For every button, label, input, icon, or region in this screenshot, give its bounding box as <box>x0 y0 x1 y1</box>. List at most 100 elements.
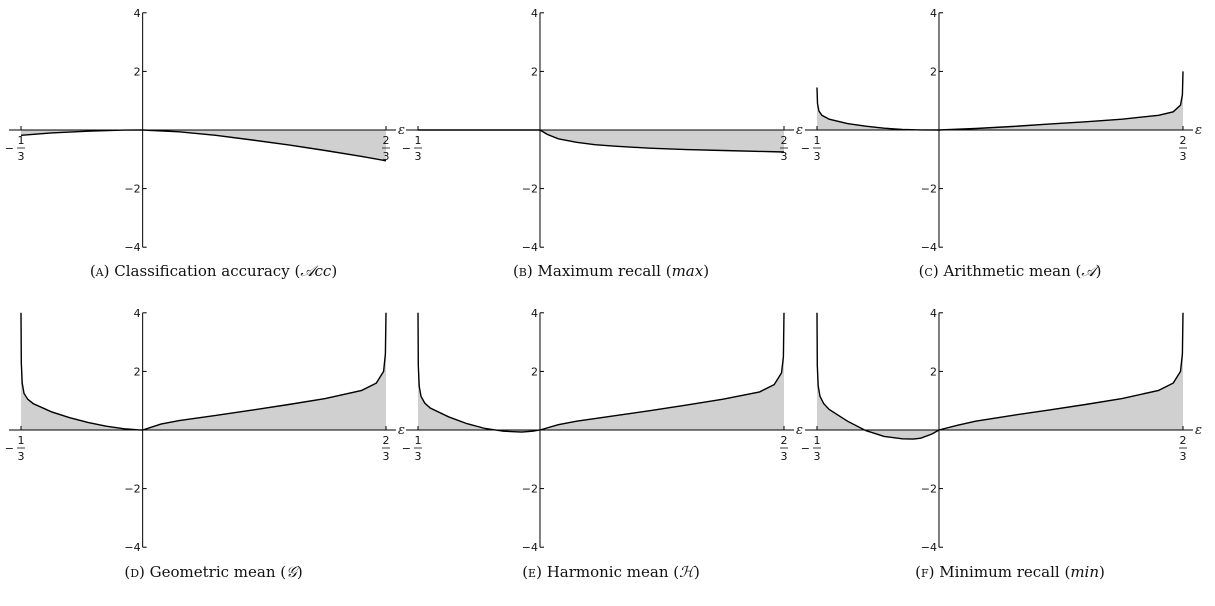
caption-label-close: ) Minimum recall ( <box>929 563 1071 581</box>
x-tick-denominator: 3 <box>781 150 788 163</box>
x-tick-label: 23 <box>780 434 788 463</box>
caption-close: ) <box>331 262 337 280</box>
caption-label: ( <box>915 563 921 581</box>
caption-close: ) <box>297 563 303 581</box>
caption-letter: F <box>921 567 929 580</box>
y-tick-label: −4 <box>921 241 937 254</box>
caption-label: ( <box>90 262 96 280</box>
caption-letter: A <box>95 266 105 279</box>
y-tick-label: −2 <box>921 483 937 496</box>
x-tick-denominator: 3 <box>383 450 390 463</box>
series-line <box>816 312 1184 440</box>
x-tick-label: 1 3− <box>5 434 25 463</box>
x-axis-label: ε <box>796 423 803 438</box>
x-tick-label: 23 <box>780 134 788 163</box>
series-line <box>418 129 785 153</box>
x-tick-denominator: 3 <box>1180 450 1187 463</box>
caption-label-close: ) Harmonic mean ( <box>536 563 679 581</box>
y-tick-label: −4 <box>522 241 538 254</box>
x-tick-numerator: 1 <box>18 434 25 447</box>
y-tick-label: −2 <box>124 483 140 496</box>
caption-letter: E <box>528 567 536 580</box>
y-tick-label: 4 <box>930 7 937 20</box>
area-fill <box>817 71 1183 130</box>
caption-label-close: ) Geometric mean ( <box>139 563 286 581</box>
y-tick-label: 2 <box>134 65 141 78</box>
x-tick-minus: − <box>402 142 411 155</box>
x-tick-numerator: 1 <box>415 434 422 447</box>
y-tick-label: 2 <box>134 365 141 378</box>
caption-close: ) <box>1096 262 1102 280</box>
x-tick-numerator: 2 <box>383 134 390 147</box>
x-tick-numerator: 1 <box>415 134 422 147</box>
caption-label: ( <box>513 262 519 280</box>
caption-letter: C <box>924 266 932 279</box>
x-tick-label: 1 3− <box>801 434 821 463</box>
x-tick-numerator: 2 <box>781 134 788 147</box>
y-tick-label: −2 <box>522 483 538 496</box>
caption-close: ) <box>694 563 700 581</box>
y-tick-label: −4 <box>124 241 140 254</box>
caption-math: 𝒢 <box>286 563 299 581</box>
series-line <box>20 312 387 431</box>
x-tick-numerator: 2 <box>781 434 788 447</box>
y-tick-label: 4 <box>134 307 141 320</box>
caption-label: ( <box>522 563 528 581</box>
y-tick-label: −2 <box>522 183 538 196</box>
x-tick-numerator: 2 <box>1180 434 1187 447</box>
panel-caption: (E) Harmonic mean (ℋ) <box>522 563 700 581</box>
panel-caption: (C) Arithmetic mean (𝒜) <box>919 262 1102 280</box>
x-tick-denominator: 3 <box>814 150 821 163</box>
x-tick-minus: − <box>801 142 810 155</box>
y-tick-label: 2 <box>531 65 538 78</box>
y-tick-label: −2 <box>921 183 937 196</box>
x-axis-label: ε <box>1195 423 1202 438</box>
x-tick-numerator: 1 <box>814 434 821 447</box>
y-tick-label: −4 <box>522 541 538 554</box>
x-axis-label: ε <box>1195 123 1202 138</box>
y-tick-label: 4 <box>531 307 538 320</box>
x-axis-label: ε <box>398 423 405 438</box>
y-tick-label: 4 <box>531 7 538 20</box>
area-fill <box>418 130 784 152</box>
chart-panel-1: 42−2−413−23ε(B) Maximum recall (max) <box>402 7 803 280</box>
x-axis-label: ε <box>398 123 405 138</box>
x-tick-label: 23 <box>1179 134 1187 163</box>
caption-math: 𝒜cc <box>300 262 332 280</box>
x-tick-label: 1 3− <box>402 434 422 463</box>
panel-caption: (F) Minimum recall (min) <box>915 563 1105 581</box>
series-line <box>417 312 785 433</box>
x-tick-minus: − <box>5 142 14 155</box>
x-tick-minus: − <box>801 442 810 455</box>
chart-panel-0: 42−2−413−23ε(A) Classification accuracy … <box>5 7 405 280</box>
x-tick-label: 23 <box>382 134 390 163</box>
caption-label-close: ) Maximum recall ( <box>527 262 672 280</box>
y-tick-label: −2 <box>124 183 140 196</box>
caption-label-close: ) Classification accuracy ( <box>104 262 301 280</box>
caption-close: ) <box>1099 563 1105 581</box>
caption-math: max <box>672 262 704 280</box>
y-tick-label: 4 <box>930 307 937 320</box>
panel-caption: (A) Classification accuracy (𝒜cc) <box>90 262 337 280</box>
x-tick-numerator: 1 <box>814 134 821 147</box>
y-tick-label: −4 <box>124 541 140 554</box>
chart-panel-4: 4 2 −2 −4 13− 23 ε (E) Harmonic mean (ℋ) <box>402 307 803 581</box>
x-tick-minus: − <box>5 442 14 455</box>
x-tick-denominator: 3 <box>415 450 422 463</box>
y-tick-label: −4 <box>921 541 937 554</box>
area-fill <box>21 312 386 430</box>
y-tick-label: 2 <box>930 365 937 378</box>
area-fill <box>418 312 784 433</box>
x-axis-label: ε <box>796 123 803 138</box>
caption-math: min <box>1070 563 1099 581</box>
y-tick-label: 2 <box>930 65 937 78</box>
x-tick-denominator: 3 <box>18 450 25 463</box>
panel-caption: (B) Maximum recall (max) <box>513 262 709 280</box>
x-tick-denominator: 3 <box>814 450 821 463</box>
x-tick-denominator: 3 <box>415 150 422 163</box>
caption-math: ℋ <box>679 563 696 581</box>
x-tick-label: 23 <box>1179 434 1187 463</box>
caption-label-close: ) Arithmetic mean ( <box>933 262 1082 280</box>
caption-close: ) <box>703 262 709 280</box>
